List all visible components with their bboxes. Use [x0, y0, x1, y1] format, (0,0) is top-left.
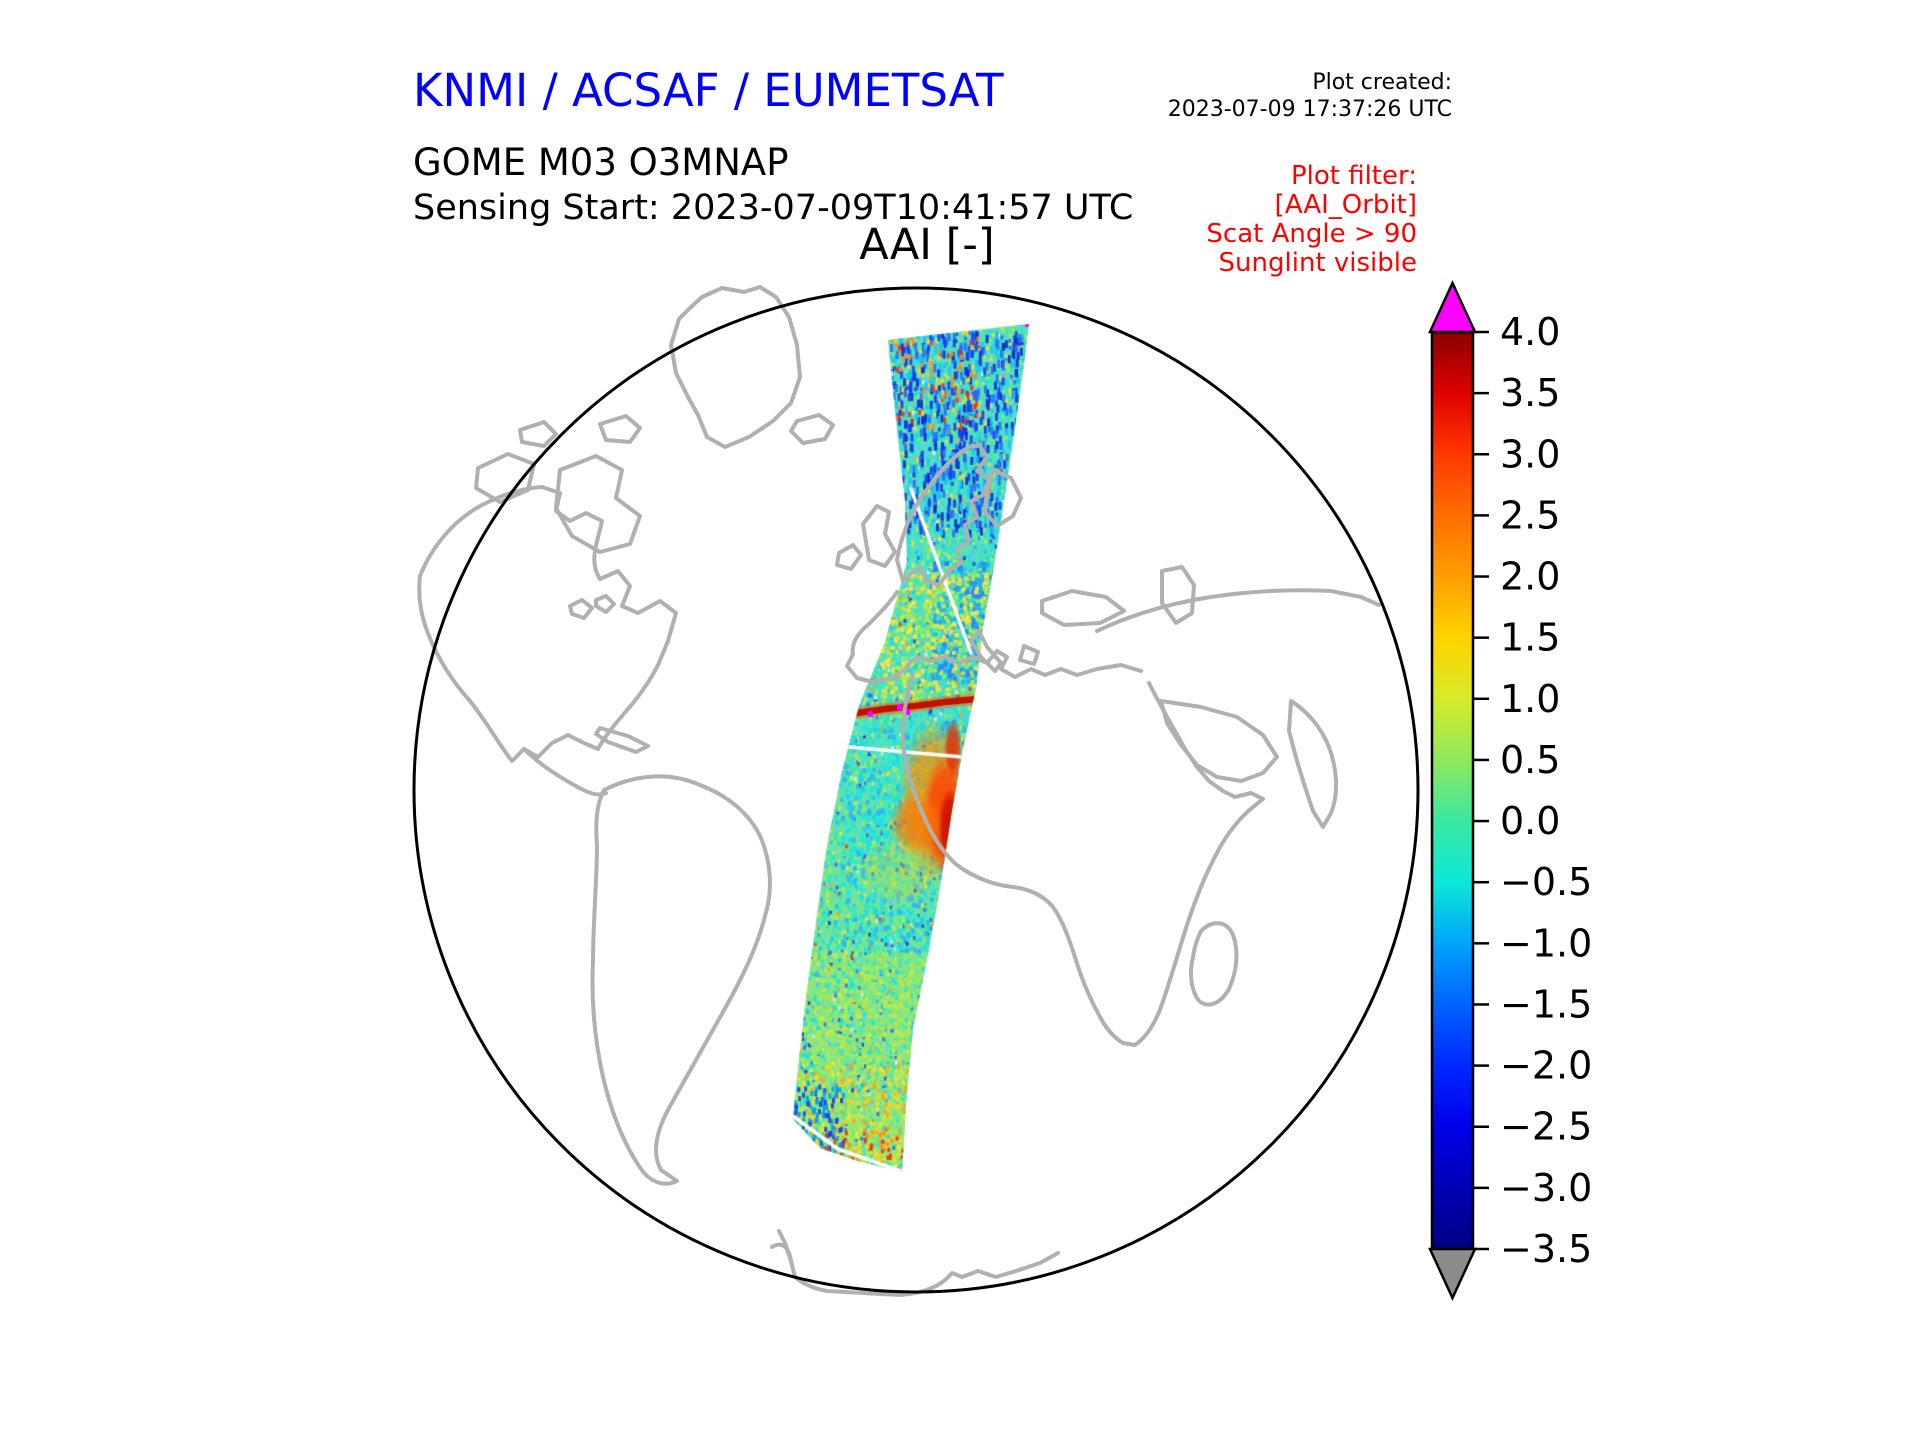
colorbar-tick-label: −1.5 — [1500, 982, 1592, 1026]
sensing-start: Sensing Start: 2023-07-09T10:41:57 UTC — [413, 188, 1134, 228]
colorbar-tick-label: 3.5 — [1500, 371, 1560, 415]
coast-iceland — [789, 413, 835, 445]
colorbar-tick-label: 0.0 — [1500, 799, 1560, 843]
colorbar-tick-label: −2.0 — [1500, 1044, 1592, 1088]
coast-cuba — [594, 726, 650, 754]
colorbar-tick-label: −0.5 — [1500, 860, 1592, 904]
colorbar-tick-label: 2.5 — [1500, 493, 1560, 537]
globe-outline — [412, 286, 1420, 1294]
colorbar-tick-label: 2.0 — [1500, 555, 1560, 599]
coast-caspian-sea — [1160, 565, 1196, 625]
plot-filter-block: Plot filter: [AAI_Orbit] Scat Angle > 90… — [1206, 162, 1417, 278]
coast-baltic-finland — [983, 468, 1023, 528]
coast-africa — [900, 673, 1265, 1047]
colorbar-under-arrow — [1428, 1247, 1477, 1301]
coastlines — [417, 285, 1381, 1297]
colorbar-ticks: 4.0 3.5 3.0 2.5 2.0 1.5 1.0 0.5 0.0 −0.5 −1.0 −1.5 −… — [1473, 310, 1592, 1271]
colorbar-tick-label: 3.0 — [1500, 432, 1560, 476]
colorbar-tick-label: −2.5 — [1500, 1105, 1592, 1149]
coast-scandinavia — [895, 443, 991, 587]
plot-filter-orbit: [AAI_Orbit] — [1274, 190, 1417, 220]
plot-created-label: Plot created: — [1312, 70, 1452, 95]
colorbar-tick-label: −1.0 — [1500, 921, 1592, 965]
plot-filter-scat-angle: Scat Angle > 90 — [1206, 219, 1417, 249]
coast-great-lakes — [568, 594, 616, 620]
coast-black-sea — [1040, 589, 1126, 627]
plot-filter-sunglint: Sunglint visible — [1218, 248, 1417, 278]
coast-europe-mediterranean — [845, 590, 1143, 684]
colorbar-over-arrow — [1428, 280, 1477, 334]
coast-india — [1287, 699, 1339, 829]
colorbar: 4.0 3.5 3.0 2.5 2.0 1.5 1.0 0.5 0.0 −0.5 −1.0 −1.5 −… — [1428, 280, 1592, 1301]
coast-uk-ireland — [835, 504, 897, 571]
colorbar-tick-label: −3.5 — [1500, 1227, 1592, 1271]
plot-title: AAI [-] — [859, 220, 995, 270]
coast-arabia — [1159, 699, 1279, 783]
colorbar-tick-label: 0.5 — [1500, 738, 1560, 782]
colorbar-bar — [1430, 330, 1475, 1251]
coast-north-america — [417, 485, 678, 763]
coast-asia — [1095, 588, 1381, 633]
colorbar-tick-label: 1.0 — [1500, 677, 1560, 721]
plot-created-block: Plot created: 2023-07-09 17:37:26 UTC — [1168, 69, 1452, 123]
org-title: KNMI / ACSAF / EUMETSAT — [413, 64, 1004, 117]
coast-italy-greece — [969, 629, 1040, 673]
colorbar-tick-label: 1.5 — [1500, 616, 1560, 660]
coast-greenland — [669, 285, 802, 449]
coast-antarctica — [770, 1229, 1060, 1297]
colorbar-tick-label: −3.0 — [1500, 1166, 1592, 1210]
coast-central-america — [522, 747, 608, 797]
coast-south-america — [590, 774, 772, 1186]
colorbar-tick-label: 4.0 — [1500, 310, 1560, 354]
product-title: GOME M03 O3MNAP — [413, 141, 789, 184]
coast-madagascar — [1189, 921, 1239, 1007]
plot-filter-title: Plot filter: — [1290, 161, 1417, 191]
plot-created-timestamp: 2023-07-09 17:37:26 UTC — [1167, 97, 1452, 122]
